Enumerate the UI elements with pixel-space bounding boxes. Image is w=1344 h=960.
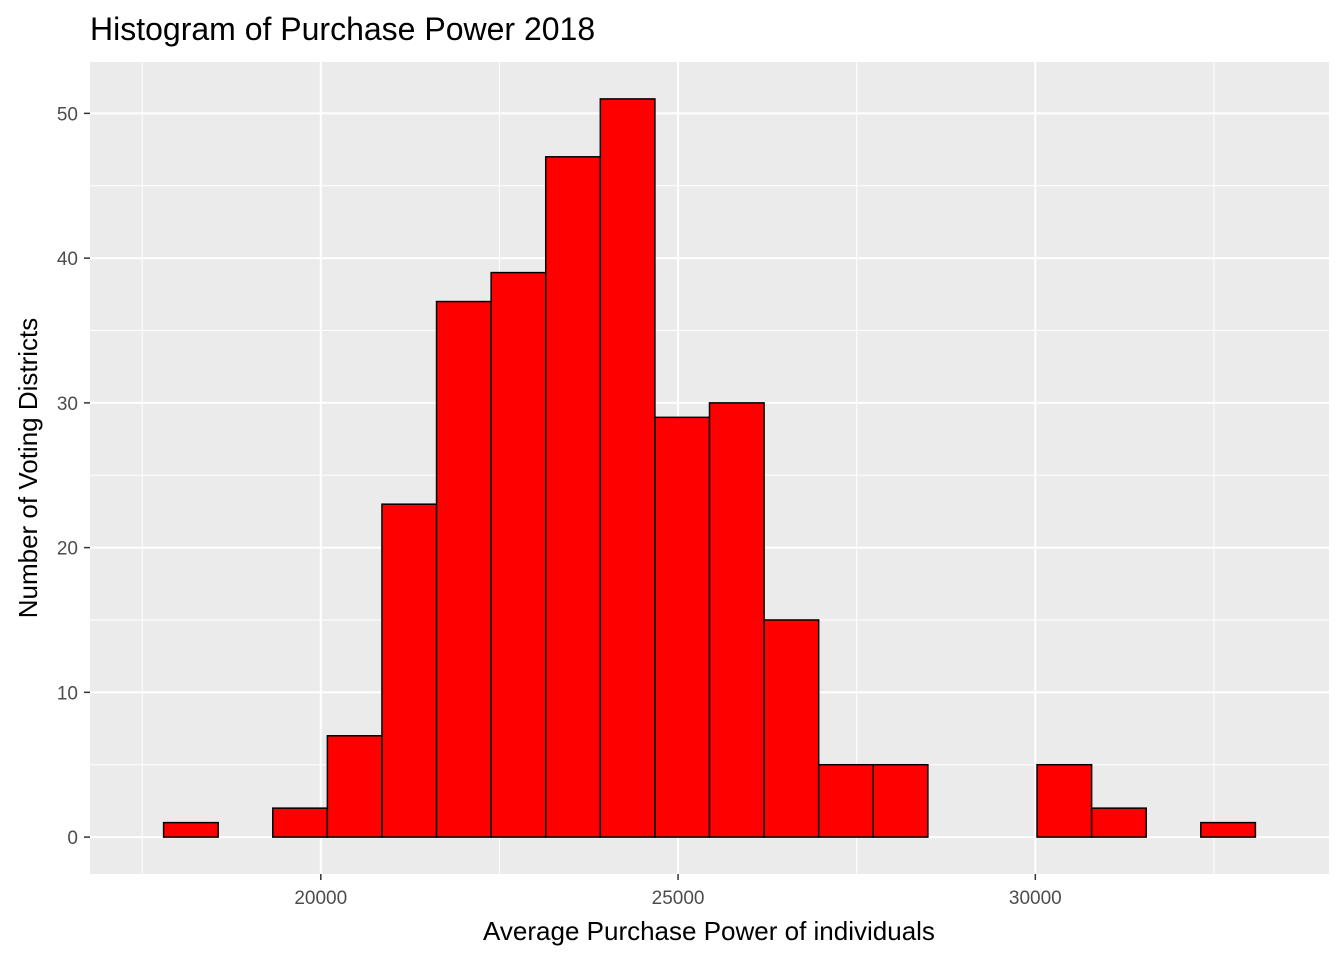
histogram-bar bbox=[763, 619, 820, 838]
y-tick-label: 50 bbox=[57, 104, 78, 125]
histogram-bar bbox=[162, 821, 219, 838]
histogram-bar bbox=[381, 503, 438, 838]
x-tick-label: 20000 bbox=[294, 888, 347, 909]
y-tick-label: 20 bbox=[57, 539, 78, 560]
histogram-bar bbox=[544, 156, 602, 838]
histogram-bar bbox=[490, 271, 547, 838]
y-tick-label: 40 bbox=[57, 249, 78, 270]
y-tick-label: 10 bbox=[57, 683, 78, 704]
histogram-bar bbox=[708, 402, 765, 838]
histogram-bar bbox=[872, 763, 929, 838]
x-tick-label: 25000 bbox=[652, 888, 705, 909]
x-tick-label: 30000 bbox=[1009, 888, 1062, 909]
histogram-bar bbox=[1200, 821, 1257, 838]
x-axis-title: Average Purchase Power of individuals bbox=[483, 916, 935, 946]
y-axis-ticks: 0 10 20 30 40 50 bbox=[57, 104, 90, 849]
histogram-bars bbox=[162, 98, 1257, 838]
chart-title: Histogram of Purchase Power 2018 bbox=[90, 11, 595, 47]
histogram-bar bbox=[654, 416, 711, 838]
y-tick-label: 30 bbox=[57, 394, 78, 415]
histogram-bar bbox=[326, 735, 383, 838]
histogram-bar bbox=[817, 763, 875, 838]
x-axis-ticks: 20000 25000 30000 bbox=[294, 874, 1062, 909]
y-tick-label: 0 bbox=[67, 828, 78, 849]
histogram-bar bbox=[1036, 763, 1093, 838]
histogram-bar bbox=[1090, 807, 1147, 838]
histogram-bar bbox=[272, 807, 329, 838]
histogram-bar bbox=[599, 98, 656, 838]
histogram-bar bbox=[435, 300, 492, 838]
y-axis-title: Number of Voting Districts bbox=[13, 318, 43, 619]
